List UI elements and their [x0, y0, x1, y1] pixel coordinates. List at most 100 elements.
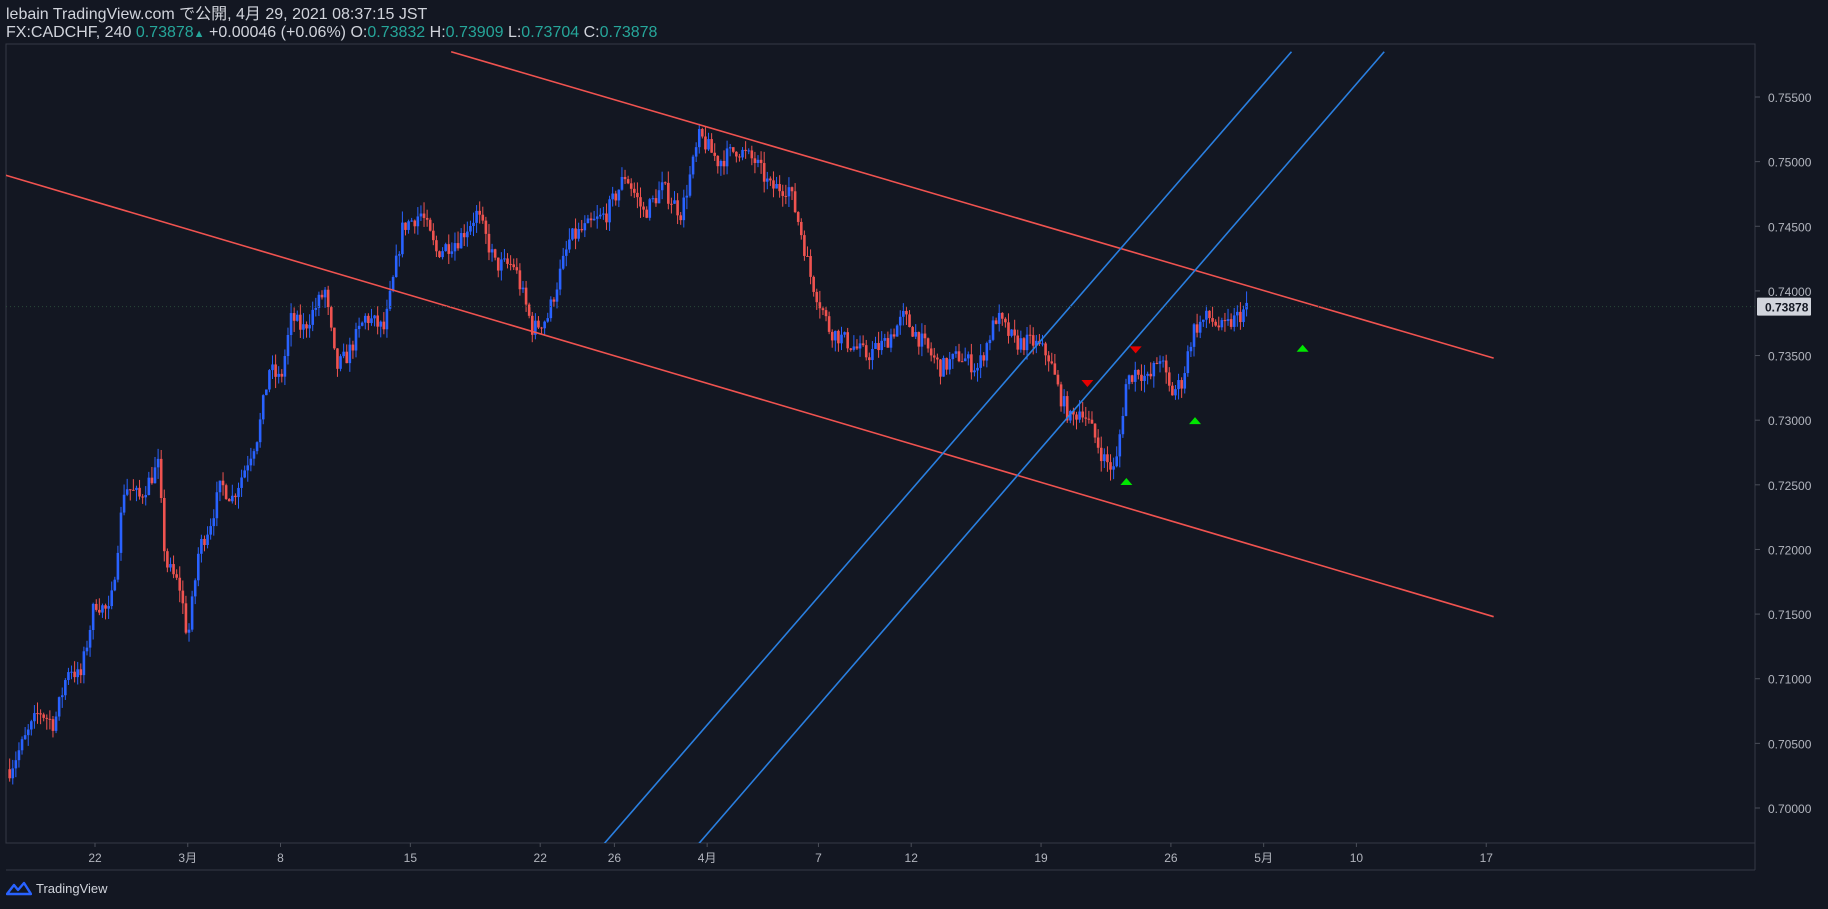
candle — [623, 169, 627, 185]
candle — [902, 303, 905, 326]
footer-branding[interactable]: TradingView — [6, 880, 108, 896]
candle — [1127, 374, 1131, 390]
candle — [26, 724, 30, 746]
candle — [781, 184, 785, 207]
candle — [1195, 313, 1199, 338]
candle-body — [883, 338, 887, 341]
candle-body — [1035, 340, 1038, 346]
candle — [60, 687, 64, 708]
candle-body — [555, 289, 559, 302]
candle-body — [1115, 456, 1119, 467]
candle — [1171, 382, 1174, 396]
candle — [45, 714, 49, 730]
candle-body — [1121, 415, 1125, 435]
price-tag-box — [1757, 297, 1811, 316]
candle-body — [710, 139, 713, 153]
candle-body — [598, 214, 602, 217]
candle-body — [880, 340, 883, 351]
blue-channel-line-3 — [603, 51, 1293, 843]
candle-body — [166, 551, 169, 568]
candle — [1069, 409, 1072, 424]
candle — [592, 210, 596, 221]
candle — [1016, 329, 1020, 355]
candle-body — [135, 487, 138, 490]
candle — [209, 518, 212, 540]
candle-body — [945, 357, 948, 370]
red-channel-line-2 — [450, 50, 1494, 359]
candle-body — [1130, 375, 1134, 382]
candle-body — [478, 210, 481, 215]
candle — [861, 335, 865, 347]
candle — [85, 640, 89, 656]
candle-body — [122, 494, 126, 513]
candle-body — [1217, 325, 1221, 328]
candle-body — [1214, 321, 1217, 326]
candle — [744, 141, 747, 159]
candle — [793, 183, 797, 214]
candle-body — [42, 714, 45, 718]
candle-body — [704, 136, 707, 150]
candle — [1167, 367, 1171, 392]
y-tick-label: 0.71500 — [1768, 608, 1812, 622]
candle — [363, 313, 367, 330]
candle — [1189, 342, 1193, 358]
candle-body — [858, 343, 862, 349]
candle — [799, 218, 803, 240]
candle-body — [206, 534, 209, 546]
candle-body — [976, 367, 979, 371]
candle — [1007, 313, 1010, 344]
candle-body — [1137, 369, 1140, 375]
candle — [280, 369, 284, 383]
candle — [701, 127, 704, 139]
candle-body — [1056, 374, 1060, 385]
candle-body — [790, 187, 794, 192]
candle-body — [830, 331, 834, 341]
candle-body — [546, 318, 550, 322]
candle — [917, 331, 921, 355]
candle — [796, 211, 800, 226]
candle — [911, 325, 914, 337]
candle — [1130, 374, 1134, 385]
candle — [1010, 329, 1013, 338]
candle — [617, 189, 621, 208]
candle — [407, 219, 410, 234]
candle-body — [441, 251, 444, 258]
candle-body — [1028, 334, 1032, 336]
candle-body — [283, 356, 287, 377]
candle — [735, 151, 738, 163]
candle-body — [1059, 384, 1063, 407]
candle-body — [500, 259, 503, 271]
candle — [147, 471, 151, 496]
candle — [500, 252, 503, 281]
candle-body — [1004, 318, 1007, 323]
candle — [806, 246, 809, 257]
open-label: O: — [350, 24, 368, 41]
candle-body — [648, 199, 652, 218]
candle-body — [1062, 396, 1066, 407]
candle-body — [1007, 322, 1010, 336]
candle-body — [496, 257, 500, 271]
candle-body — [518, 270, 522, 290]
candle-body — [1109, 462, 1112, 470]
candle — [973, 363, 976, 377]
candle — [227, 498, 231, 502]
candle — [660, 171, 664, 200]
candle-body — [128, 489, 132, 491]
candle-body — [837, 330, 840, 344]
candle-body — [1158, 361, 1162, 364]
candle — [397, 251, 401, 267]
candle — [1137, 369, 1140, 380]
candle — [812, 275, 815, 297]
candle-body — [475, 210, 478, 223]
candle-body — [317, 294, 321, 308]
candle-body — [333, 327, 336, 349]
candle-body — [339, 356, 342, 369]
candle-body — [963, 358, 967, 362]
close-label: C: — [583, 24, 600, 41]
candle — [354, 322, 358, 358]
candle — [385, 299, 389, 338]
candle — [1164, 354, 1168, 384]
candle — [929, 342, 933, 362]
candle — [379, 320, 383, 338]
